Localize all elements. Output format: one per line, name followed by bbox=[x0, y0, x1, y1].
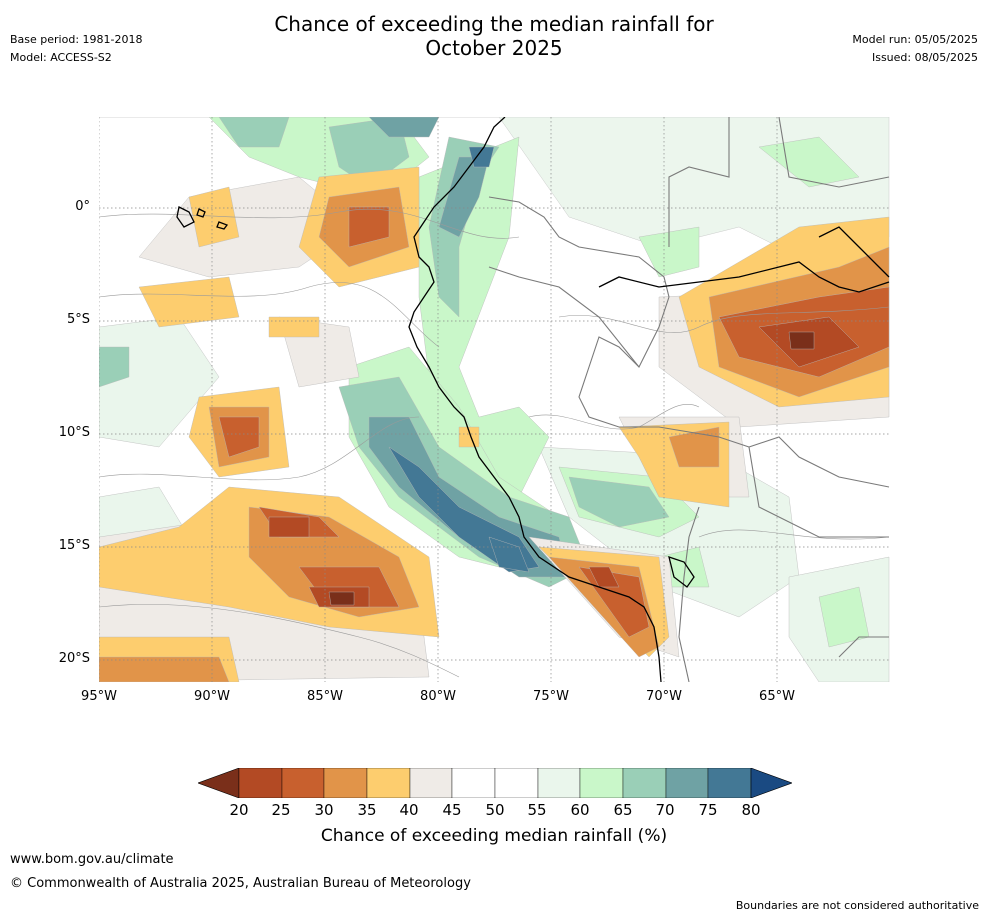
chart-title: Chance of exceeding the median rainfall … bbox=[0, 12, 988, 60]
probability-region-80-0 bbox=[468, 146, 495, 168]
probability-region-40-10 bbox=[268, 316, 320, 338]
colorbar-low-arrow bbox=[198, 768, 240, 798]
probability-region-70-5 bbox=[99, 346, 130, 388]
colorbar-bin-35-40 bbox=[366, 768, 411, 798]
model-run-date: Model run: 05/05/2025 bbox=[852, 33, 978, 46]
website-link[interactable]: www.bom.gov.au/climate bbox=[10, 852, 174, 867]
probability-region-80-2 bbox=[488, 536, 530, 573]
probability-region-70-4 bbox=[568, 476, 670, 528]
probability-region-75-0 bbox=[368, 117, 440, 138]
colorbar-bin-55-60 bbox=[537, 768, 581, 798]
lat-label-10s: 10°S bbox=[58, 425, 90, 440]
title-line-1: Chance of exceeding the median rainfall … bbox=[274, 12, 714, 36]
probability-region-70-0 bbox=[218, 117, 290, 148]
run-info: Model run: 05/05/2025 Issued: 08/05/2025 bbox=[852, 31, 978, 67]
probability-region-25-0 bbox=[268, 516, 310, 538]
lat-label-5s: 5°S bbox=[66, 312, 90, 327]
colorbar-tick-65: 65 bbox=[613, 801, 633, 819]
boundary-disclaimer: Boundaries are not considered authoritat… bbox=[735, 899, 979, 912]
colorbar-tick-25: 25 bbox=[271, 801, 291, 819]
lon-label-80w: 80°W bbox=[420, 689, 456, 704]
lat-label-0: 0° bbox=[75, 199, 90, 214]
lon-label-95w: 95°W bbox=[81, 689, 117, 704]
contour-lines bbox=[99, 208, 890, 678]
colorbar-bin-75-80 bbox=[707, 768, 752, 798]
colorbar-high-arrow bbox=[750, 768, 792, 798]
model-info: Base period: 1981-2018 Model: ACCESS-S2 bbox=[10, 31, 142, 67]
colorbar-tick-40: 40 bbox=[399, 801, 419, 819]
issued-date: Issued: 08/05/2025 bbox=[871, 51, 978, 64]
probability-region-35-5 bbox=[668, 426, 720, 468]
colorbar-bin-70-75 bbox=[665, 768, 709, 798]
probability-region-30-0 bbox=[348, 206, 390, 248]
colorbar-tick-35: 35 bbox=[357, 801, 377, 819]
colorbar-tick-50: 50 bbox=[485, 801, 505, 819]
colorbar-tick-45: 45 bbox=[442, 801, 462, 819]
colorbar-tick-60: 60 bbox=[570, 801, 590, 819]
probability-region-40-9 bbox=[458, 426, 480, 448]
colorbar-bin-40-45 bbox=[409, 768, 453, 798]
country-borders bbox=[488, 117, 890, 682]
lon-label-65w: 65°W bbox=[759, 689, 795, 704]
probability-region-65-4 bbox=[638, 226, 700, 278]
colorbar-tick-20: 20 bbox=[229, 801, 249, 819]
colorbar-bin-25-30 bbox=[281, 768, 325, 798]
probability-region-25-3 bbox=[588, 566, 620, 588]
lat-label-20s: 20°S bbox=[58, 651, 90, 666]
title-line-2: October 2025 bbox=[425, 36, 563, 60]
copyright-notice: © Commonwealth of Australia 2025, Austra… bbox=[10, 876, 471, 891]
probability-region-60-0 bbox=[99, 117, 890, 258]
model-name: Model: ACCESS-S2 bbox=[10, 51, 112, 64]
probability-region-35-3 bbox=[99, 656, 230, 682]
probability-region-20-1 bbox=[788, 331, 815, 350]
colorbar-label: Chance of exceeding median rainfall (%) bbox=[320, 826, 668, 846]
probability-region-40-0 bbox=[138, 276, 240, 328]
rainfall-probability-map bbox=[99, 117, 890, 682]
colorbar-bin-30-35 bbox=[323, 768, 368, 798]
dry-anomaly-regions bbox=[99, 166, 890, 682]
probability-region-30-1 bbox=[218, 416, 260, 458]
colorbar-bin-45-50 bbox=[451, 768, 496, 798]
colorbar-tick-75: 75 bbox=[698, 801, 718, 819]
lat-label-15s: 15°S bbox=[58, 538, 90, 553]
colorbar bbox=[198, 768, 792, 798]
lon-label-75w: 75°W bbox=[533, 689, 569, 704]
coastline bbox=[176, 117, 890, 682]
probability-region-80-1 bbox=[388, 446, 540, 573]
colorbar-tick-70: 70 bbox=[655, 801, 675, 819]
lon-label-70w: 70°W bbox=[646, 689, 682, 704]
colorbar-tick-80: 80 bbox=[741, 801, 761, 819]
probability-region-30-5 bbox=[578, 566, 650, 638]
lon-label-85w: 85°W bbox=[307, 689, 343, 704]
lon-label-90w: 90°W bbox=[194, 689, 230, 704]
colorbar-bin-65-70 bbox=[622, 768, 667, 798]
colorbar-bin-50-55 bbox=[494, 768, 539, 798]
colorbar-bin-60-65 bbox=[579, 768, 624, 798]
colorbar-bin-20-25 bbox=[238, 768, 283, 798]
probability-region-40-2 bbox=[188, 186, 240, 248]
colorbar-tick-55: 55 bbox=[527, 801, 547, 819]
base-period: Base period: 1981-2018 bbox=[10, 33, 143, 46]
colorbar-tick-30: 30 bbox=[314, 801, 334, 819]
probability-region-20-0 bbox=[328, 591, 355, 606]
